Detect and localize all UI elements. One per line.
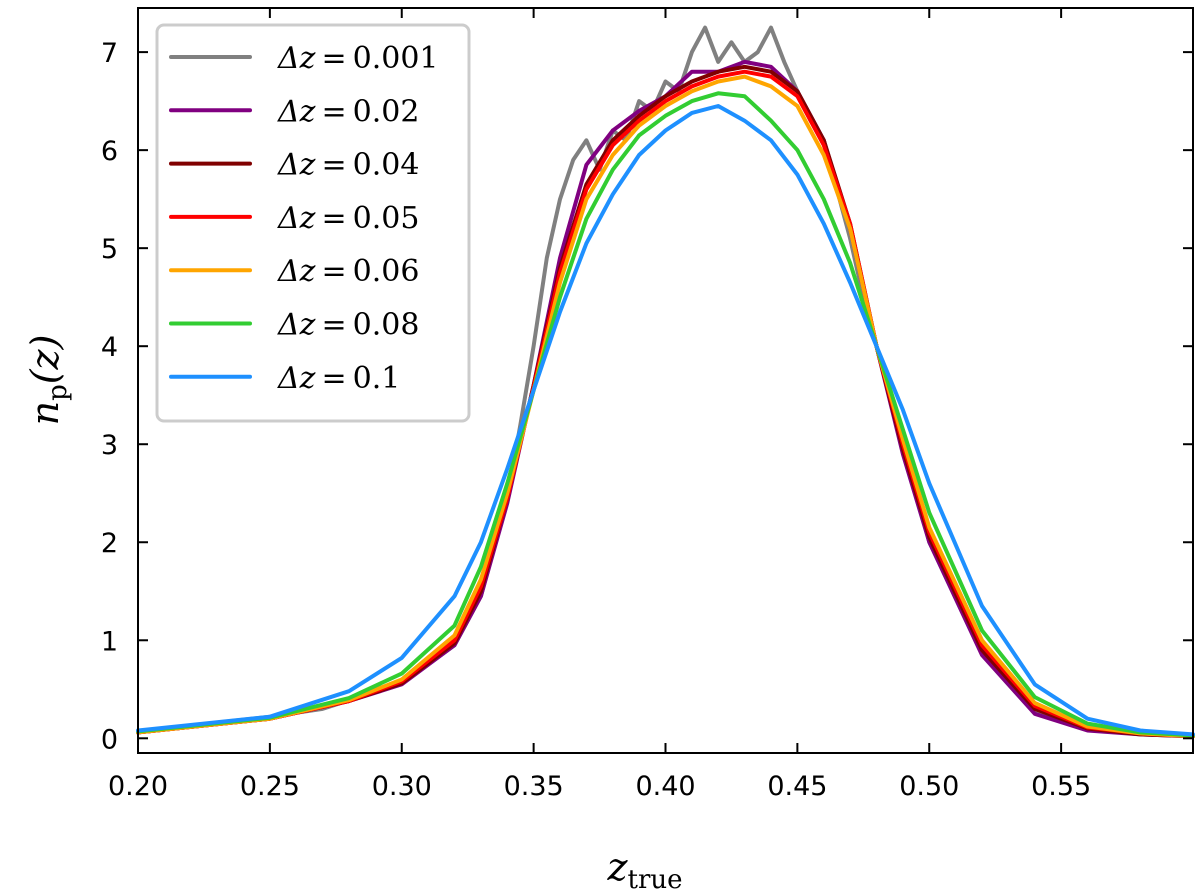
legend-label-prefix: Δz xyxy=(277,94,316,129)
legend-label-value: 0.02 xyxy=(353,94,420,129)
legend-label-equals: = xyxy=(321,201,346,236)
legend-label-0: Δz = 0.001 xyxy=(277,41,439,76)
series-lines xyxy=(136,25,1195,739)
legend-label-prefix: Δz xyxy=(277,254,316,289)
legend-label-equals: = xyxy=(321,361,346,396)
legend-label-2: Δz = 0.04 xyxy=(277,148,419,183)
x-tick-label: 0.20 xyxy=(108,771,168,802)
legend-label-5: Δz = 0.08 xyxy=(277,308,419,343)
x-tick-label: 0.35 xyxy=(504,771,564,802)
y-tick-label: 3 xyxy=(101,430,118,461)
x-axis-label-subscript: true xyxy=(628,865,683,895)
legend-label-value: 0.1 xyxy=(353,361,401,396)
x-axis-label-main: z xyxy=(606,845,628,889)
y-tick-label: 4 xyxy=(101,332,118,363)
legend-label-prefix: Δz xyxy=(277,148,316,183)
series-line-5 xyxy=(136,91,1195,738)
y-tick-label: 2 xyxy=(101,528,118,559)
legend-label-equals: = xyxy=(321,254,346,289)
series-line-6 xyxy=(136,104,1195,737)
legend-label-value: 0.08 xyxy=(353,308,420,343)
legend-label-prefix: Δz xyxy=(277,41,316,76)
x-tick-label: 0.55 xyxy=(1031,771,1091,802)
legend-label-prefix: Δz xyxy=(277,308,316,343)
legend-label-equals: = xyxy=(321,94,346,129)
y-tick-label: 6 xyxy=(101,136,118,167)
axis-ticks: 0.20 0.25 0.30 0.35 0.40 0.45 0.50 0.55 0 1 2 3 4 5 6 7 xyxy=(101,8,1193,802)
x-tick-label: 0.50 xyxy=(899,771,959,802)
y-axis-label-argument: (z) xyxy=(23,335,67,385)
legend-label-equals: = xyxy=(321,308,346,343)
legend-label-6: Δz = 0.1 xyxy=(277,361,400,396)
legend-label-value: 0.05 xyxy=(353,201,420,236)
legend-label-equals: = xyxy=(321,41,346,76)
y-axis-label: np(z) xyxy=(23,335,73,426)
x-tick-label: 0.45 xyxy=(767,771,827,802)
legend-label-prefix: Δz xyxy=(277,201,316,236)
series-line-3 xyxy=(136,69,1195,739)
y-tick-label: 0 xyxy=(101,724,118,755)
y-axis-label-main: n xyxy=(23,401,67,425)
legend-label-value: 0.06 xyxy=(353,254,420,289)
y-axis-label-subscript: p xyxy=(43,384,73,401)
y-tick-label: 7 xyxy=(101,38,118,69)
y-tick-label: 5 xyxy=(101,234,118,265)
legend-label-3: Δz = 0.05 xyxy=(277,201,419,236)
x-tick-label: 0.30 xyxy=(372,771,432,802)
x-axis-label: ztrue xyxy=(606,845,682,895)
legend-label-prefix: Δz xyxy=(277,361,316,396)
legend-label-value: 0.04 xyxy=(353,148,420,183)
legend-label-equals: = xyxy=(321,148,346,183)
legend-label-1: Δz = 0.02 xyxy=(277,94,419,129)
series-line-4 xyxy=(136,74,1195,739)
x-tick-label: 0.40 xyxy=(635,771,695,802)
y-tick-label: 1 xyxy=(101,626,118,657)
x-tick-label: 0.25 xyxy=(240,771,300,802)
legend-label-4: Δz = 0.06 xyxy=(277,254,419,289)
legend-label-value: 0.001 xyxy=(353,41,439,76)
